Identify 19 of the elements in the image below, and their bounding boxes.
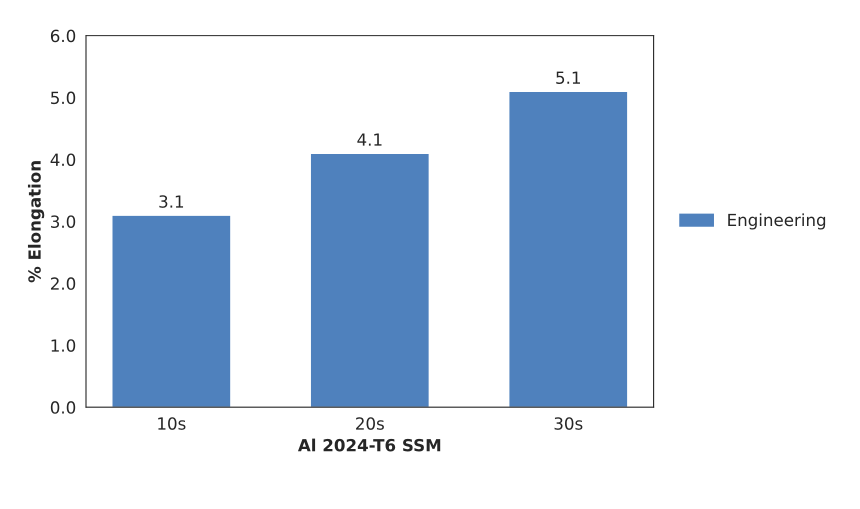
y-tick-label: 1.0 bbox=[52, 339, 76, 352]
x-tick-label: 20s bbox=[356, 417, 384, 430]
bar bbox=[310, 152, 430, 408]
x-axis-title: Al 2024-T6 SSM bbox=[298, 438, 440, 452]
data-label: 4.1 bbox=[357, 134, 382, 146]
legend-label: Engineering bbox=[728, 213, 826, 230]
bar bbox=[111, 214, 232, 408]
data-label: 5.1 bbox=[556, 72, 580, 84]
y-tick-label: 0.0 bbox=[50, 401, 76, 414]
x-tick-label: 30s bbox=[554, 417, 582, 430]
bar bbox=[508, 90, 628, 408]
y-axis-title: % Elongation bbox=[28, 161, 44, 282]
y-tick-label: 3.0 bbox=[51, 215, 76, 228]
y-tick-label: 2.0 bbox=[50, 277, 76, 290]
x-tick-label: 10s bbox=[158, 417, 186, 430]
y-tick-label: 4.0 bbox=[50, 153, 76, 166]
data-label: 3.1 bbox=[159, 195, 184, 208]
y-tick-label: 5.0 bbox=[51, 92, 76, 104]
y-tick-label: 6.0 bbox=[50, 30, 76, 42]
